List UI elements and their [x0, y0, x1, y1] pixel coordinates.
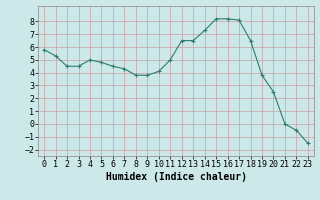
X-axis label: Humidex (Indice chaleur): Humidex (Indice chaleur)	[106, 172, 246, 182]
